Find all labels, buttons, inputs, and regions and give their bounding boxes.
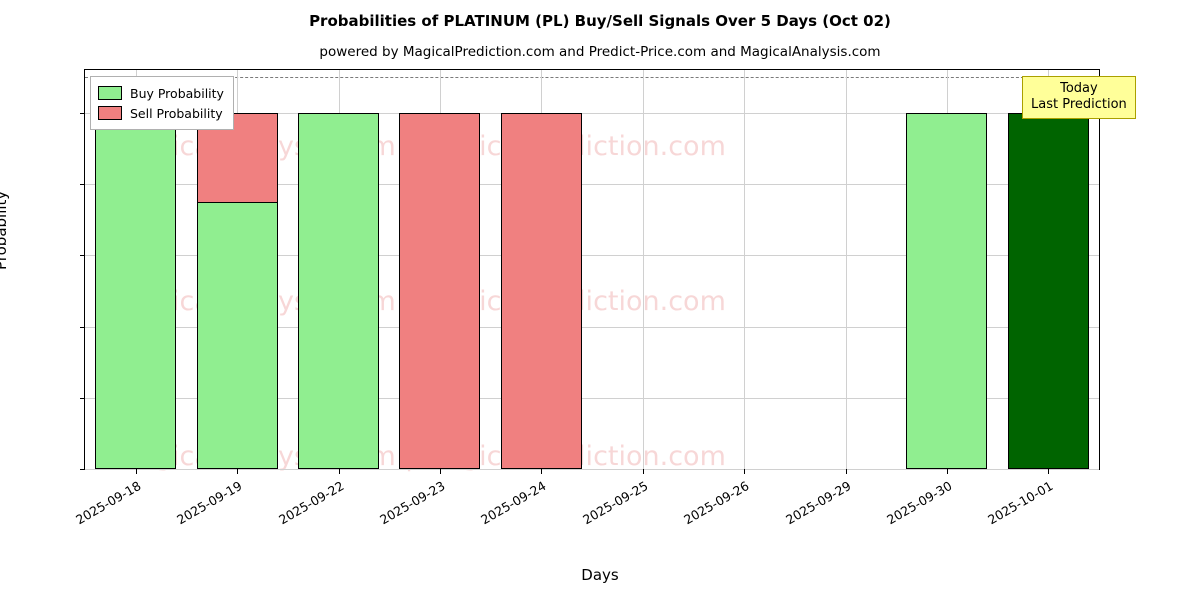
x-axis-tick [946,469,948,474]
today-label: Today [1060,81,1098,96]
threshold-line [85,77,1099,79]
x-axis-tick [541,469,543,474]
chart-subtitle: powered by MagicalPrediction.com and Pre… [319,44,881,60]
bar-buy [95,112,177,469]
y-axis-title: Probability [0,190,10,270]
legend-item-sell: Sell Probability [98,103,224,123]
x-axis-title: Days [581,566,619,584]
gridline-horizontal [85,397,1099,399]
gridline-horizontal [85,469,1099,470]
gridline-vertical [642,70,644,469]
today-annotation: Today Last Prediction [1022,76,1136,119]
x-axis-tick [439,469,441,474]
x-axis-tick-label: 2025-09-23 [376,478,448,528]
gridline-vertical [744,70,746,469]
legend-swatch-sell [98,106,122,120]
x-axis-tick-label: 2025-09-26 [681,478,752,528]
y-axis-tick [80,326,85,328]
x-axis-tick-label: 2025-09-29 [782,478,853,528]
gridline-horizontal [85,255,1099,257]
bar-sell [500,112,582,469]
bar-today [1007,112,1089,469]
legend-item-buy: Buy Probability [98,83,224,103]
y-axis-tick [80,397,85,399]
chart-title: Probabilities of PLATINUM (PL) Buy/Sell … [309,12,891,30]
x-axis-tick [135,469,137,474]
x-axis-tick-label: 2025-09-22 [275,478,346,528]
y-axis-tick [80,184,85,185]
gridline-vertical [845,70,847,469]
x-axis-tick [845,469,847,474]
x-axis-tick-label: 2025-09-30 [883,478,955,528]
y-axis-tick [80,469,85,470]
x-axis-tick [237,469,239,474]
y-axis-tick [80,112,85,114]
bar-buy [906,112,988,469]
today-sublabel: Last Prediction [1031,97,1127,113]
bar-buy [196,201,278,469]
legend-label-sell: Sell Probability [130,105,223,121]
gridline-horizontal [85,112,1099,114]
bar-buy [297,112,380,469]
legend-label-buy: Buy Probability [130,85,224,101]
gridline-horizontal [85,326,1099,328]
bar-sell [399,112,481,469]
y-axis-tick [80,255,85,257]
x-axis-tick-label: 2025-09-19 [174,478,245,528]
x-axis-tick [338,469,340,474]
chart-legend: Buy Probability Sell Probability [90,76,234,130]
x-axis-tick [642,469,644,474]
x-axis-tick-label: 2025-09-24 [478,478,549,528]
x-axis-tick [1048,469,1050,474]
x-axis-tick-label: 2025-10-01 [985,478,1056,528]
legend-swatch-buy [98,86,122,100]
plot-area: MagicalAnalysis.com | MagicalPrediction.… [73,69,1100,527]
x-axis-tick [744,469,746,474]
x-axis-tick-label: 2025-09-18 [72,478,144,528]
x-axis-tick-label: 2025-09-25 [579,478,651,528]
gridline-horizontal [85,184,1099,185]
